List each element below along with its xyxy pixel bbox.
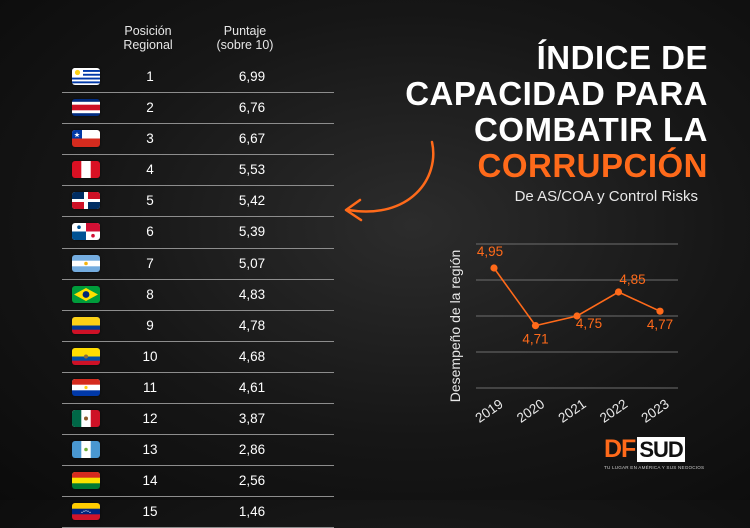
rank-cell: 14	[142, 473, 158, 489]
table-row: 11 4,61	[62, 373, 334, 405]
venezuela-flag-icon	[72, 503, 100, 521]
data-label: 4,75	[576, 316, 602, 331]
data-point	[490, 264, 498, 272]
regional-performance-line-chart: Desempeño de la región 4,95 4,71 4,75 4,85 4,…	[447, 243, 678, 426]
table-row: 8 4,83	[62, 280, 334, 311]
data-point	[656, 307, 664, 315]
x-tick-label: 2021	[556, 396, 589, 426]
score-cell: 5,42	[238, 193, 266, 209]
bolivia-flag-icon	[72, 472, 100, 490]
table-header: Posición Regional Puntaje (sobre 10)	[0, 24, 300, 64]
dfsud-logo: DF SUD TU LUGAR EN AMÉRICA Y SUS NEGOCIOS	[604, 436, 704, 470]
data-point	[614, 288, 623, 296]
rank-cell: 6	[146, 224, 154, 240]
rank-column-header: Posición Regional	[108, 24, 188, 52]
rank-header-line1: Posición	[124, 24, 172, 38]
table-row: 2 6,76	[62, 93, 334, 125]
chile-flag-icon	[72, 130, 100, 148]
data-label: 4,95	[477, 244, 503, 259]
score-header-line1: Puntaje	[223, 24, 267, 38]
argentina-flag-icon	[72, 254, 100, 272]
score-cell: 2,56	[238, 473, 266, 489]
rank-cell: 15	[142, 504, 158, 520]
rank-cell: 4	[146, 162, 154, 178]
table-row: 12 3,87	[62, 404, 334, 436]
logo-tagline: TU LUGAR EN AMÉRICA Y SUS NEGOCIOS	[604, 465, 705, 470]
table-row: 15 1,46	[62, 497, 334, 528]
title-line-3: COMBATIR LA	[473, 111, 708, 148]
data-label: 4,85	[619, 272, 645, 287]
table-row: 1 6,99	[62, 62, 334, 94]
table-row: 14 2,56	[62, 466, 334, 498]
score-cell: 1,46	[238, 504, 266, 520]
rank-cell: 9	[146, 317, 154, 333]
data-label: 4,77	[647, 317, 673, 332]
mexico-flag-icon	[72, 410, 100, 428]
table-row: 9 4,78	[62, 311, 334, 342]
rank-cell: 1	[146, 69, 154, 84]
data-point	[573, 312, 581, 320]
data-label: 4,71	[522, 332, 548, 347]
x-tick-label: 2022	[597, 396, 630, 426]
curved-arrow-icon	[344, 140, 435, 222]
rank-cell: 8	[146, 286, 154, 302]
costa-rica-flag-icon	[72, 99, 100, 117]
rank-cell: 11	[142, 379, 157, 395]
score-cell: 5,53	[238, 162, 266, 178]
score-header-line2: (sobre 10)	[216, 38, 274, 52]
y-axis-label: Desempeño de la región	[447, 250, 463, 403]
ecuador-flag-icon	[72, 347, 100, 365]
x-tick-label: 2020	[514, 396, 547, 426]
peru-flag-icon	[72, 161, 100, 179]
score-cell: 5,07	[238, 255, 266, 271]
guatemala-flag-icon	[72, 441, 100, 459]
rank-cell: 7	[146, 255, 154, 271]
title-line-4: CORRUPCIÓN	[477, 147, 708, 184]
uruguay-flag-icon	[72, 68, 100, 85]
score-cell: 6,76	[238, 100, 266, 116]
score-cell: 2,86	[238, 442, 266, 458]
title-line-2: CAPACIDAD PARA	[405, 75, 708, 112]
rank-cell: 13	[142, 442, 158, 458]
brazil-flag-icon	[72, 285, 100, 303]
score-cell: 3,87	[238, 411, 266, 427]
colombia-flag-icon	[72, 316, 100, 334]
rank-cell: 12	[142, 411, 158, 427]
dominican-republic-flag-icon	[72, 192, 100, 210]
table-row: 13 2,86	[62, 435, 334, 467]
subtitle: De AS/COA y Control Risks	[514, 188, 698, 205]
table-row: 6 5,39	[62, 217, 334, 249]
panama-flag-icon	[72, 223, 100, 241]
score-cell: 4,68	[238, 348, 266, 364]
table-row: 5 5,42	[62, 186, 334, 218]
rank-header-line2: Regional	[123, 38, 173, 52]
data-point	[531, 322, 540, 330]
rank-cell: 5	[146, 193, 154, 209]
page-title: ÍNDICE DE CAPACIDAD PARA COMBATIR LA COR…	[405, 40, 708, 184]
logo-wordmark: DF SUD	[604, 435, 685, 463]
table-row: 7 5,07	[62, 249, 334, 280]
x-tick-label: 2019	[473, 396, 506, 426]
table-row: 10 4,68	[62, 342, 334, 373]
paraguay-flag-icon	[72, 378, 100, 396]
ranking-table: 1 6,99 2 6,76 3 6,67 4 5,53 5 5,42 6 5,39 7 5,07 8 4,83…	[62, 62, 334, 528]
x-tick-label: 2023	[639, 396, 672, 426]
title-line-1: ÍNDICE DE	[536, 39, 708, 76]
score-cell: 4,78	[238, 317, 266, 333]
rank-cell: 3	[146, 131, 154, 147]
rank-cell: 2	[146, 100, 154, 116]
score-cell: 4,83	[238, 286, 266, 302]
score-column-header: Puntaje (sobre 10)	[200, 24, 290, 52]
score-cell: 6,99	[238, 69, 266, 84]
table-row: 4 5,53	[62, 155, 334, 187]
score-cell: 4,61	[238, 379, 266, 395]
rank-cell: 10	[142, 348, 158, 364]
score-cell: 5,39	[238, 224, 266, 240]
table-row: 3 6,67	[62, 124, 334, 156]
score-cell: 6,67	[238, 131, 266, 147]
